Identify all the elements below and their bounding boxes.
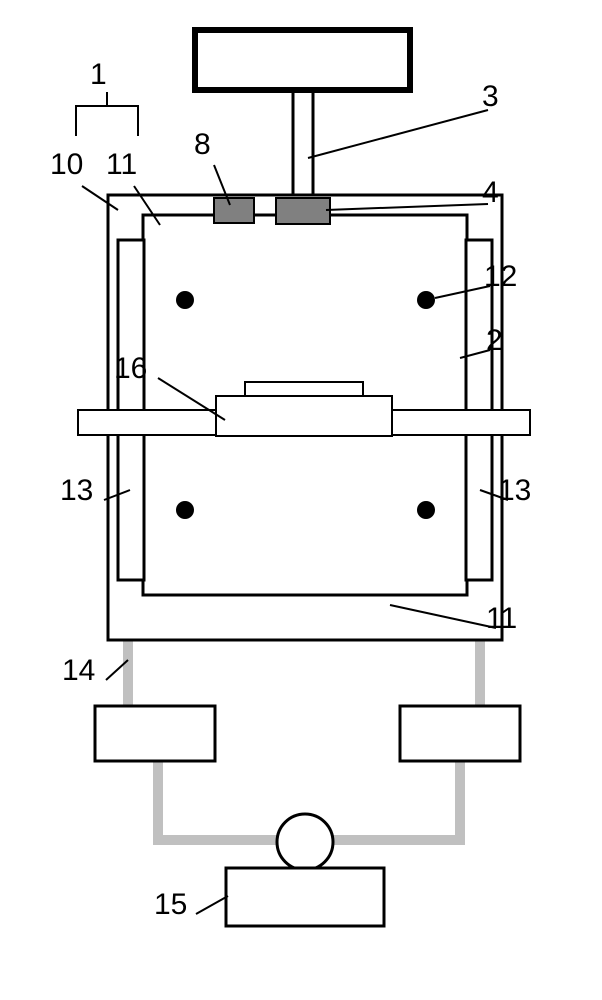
callout-1: 1 <box>90 60 107 90</box>
callout-10: 10 <box>50 150 83 180</box>
callout-16: 16 <box>114 354 147 384</box>
callout-8: 8 <box>194 130 211 160</box>
callout-2: 2 <box>486 326 503 356</box>
callout-12: 12 <box>484 262 517 292</box>
callout-14: 14 <box>62 656 95 686</box>
callout-4: 4 <box>482 178 499 208</box>
callout-13: 13 <box>60 476 93 506</box>
callout-15: 15 <box>154 890 187 920</box>
callout-13: 13 <box>498 476 531 506</box>
callout-11: 11 <box>486 604 517 634</box>
callout-3: 3 <box>482 82 499 112</box>
callout-11: 11 <box>106 150 137 180</box>
